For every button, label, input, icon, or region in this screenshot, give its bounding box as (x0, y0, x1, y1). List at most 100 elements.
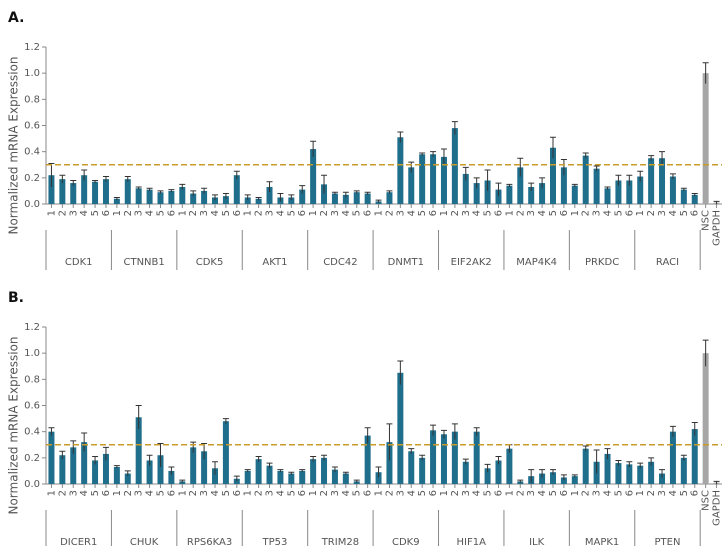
x-tick-label: 3 (461, 490, 472, 496)
error-bar (244, 469, 251, 473)
bar (124, 473, 131, 484)
x-tick-label: 6 (624, 210, 635, 216)
error-bar (484, 463, 491, 473)
bar (473, 183, 480, 204)
x-tick-label: 6 (166, 490, 177, 496)
x-tick-label: 1 (504, 210, 515, 216)
error-bar (342, 191, 349, 198)
error-bar (310, 140, 317, 157)
bar (550, 147, 556, 204)
bar (59, 179, 66, 204)
y-tick-label: 0.2 (24, 173, 40, 184)
bar (92, 181, 99, 204)
error-bar (517, 479, 524, 483)
error-bar (277, 469, 284, 473)
bar (299, 470, 306, 484)
y-tick-label: 0.4 (24, 427, 40, 438)
bar (266, 465, 273, 484)
x-tick-label: 5 (155, 210, 166, 216)
error-bar (659, 151, 666, 165)
error-bar (168, 189, 175, 193)
y-tick-label: 0.6 (24, 401, 40, 412)
error-bar (102, 176, 109, 182)
x-tick-label: 2 (515, 210, 526, 216)
x-tick-label: 4 (341, 210, 352, 216)
error-bar (244, 194, 251, 201)
error-bar (430, 151, 437, 157)
y-axis-label: Normalized mRNA Expression (7, 336, 21, 514)
group-label: CDK1 (65, 257, 93, 268)
x-tick-label: 2 (319, 490, 330, 496)
bar (702, 73, 709, 205)
x-tick-label: 6 (690, 210, 701, 216)
x-tick-label: 6 (690, 490, 701, 496)
error-bar (702, 62, 709, 84)
y-tick-label: 1.2 (24, 322, 40, 333)
group-label: DNMT1 (388, 257, 424, 268)
error-bar (375, 199, 382, 203)
x-tick-label: 1 (46, 490, 57, 496)
x-tick-label: 1 (504, 490, 515, 496)
x-tick-label: 5 (548, 210, 559, 216)
x-tick-label: 3 (657, 210, 668, 216)
bar (124, 179, 131, 204)
bar (615, 463, 622, 484)
x-tick-label: 1 (439, 210, 450, 216)
bar (648, 158, 655, 204)
x-tick-label: 1 (374, 210, 385, 216)
x-tick-label: 5 (417, 490, 428, 496)
bar (375, 472, 382, 484)
x-tick-label: 2 (450, 490, 461, 496)
error-bar (70, 179, 77, 186)
error-bar (48, 162, 55, 187)
bar (386, 442, 393, 484)
x-tick-label: 6 (297, 490, 308, 496)
x-tick-label: 3 (657, 490, 668, 496)
bar (637, 465, 644, 484)
bar (321, 457, 328, 484)
x-tick-label: 6 (493, 210, 504, 216)
x-tick-label: 4 (341, 490, 352, 496)
x-tick-label: 3 (526, 210, 537, 216)
bar (419, 154, 426, 204)
error-bar (648, 155, 655, 161)
x-tick-label: 2 (646, 490, 657, 496)
bar (102, 453, 109, 484)
x-tick-label: 3 (199, 490, 210, 496)
x-tick-label: 6 (232, 490, 243, 496)
x-tick-label: 5 (483, 490, 494, 496)
bar (517, 167, 524, 204)
x-tick-label: 5 (90, 210, 101, 216)
bar (321, 184, 328, 204)
x-tick-label: 4 (668, 210, 679, 216)
bar (255, 459, 262, 484)
bar (659, 473, 666, 484)
x-tick-label: 2 (123, 210, 134, 216)
bar (397, 372, 404, 484)
error-bar (342, 471, 349, 475)
group-label: TP53 (262, 537, 288, 546)
error-bar (255, 456, 262, 462)
x-tick-label: 6 (559, 210, 570, 216)
bar (691, 194, 698, 204)
error-bar (288, 471, 295, 475)
error-bar (321, 174, 328, 194)
error-bar (419, 152, 426, 156)
group-label: DICER1 (60, 537, 97, 546)
error-bar (157, 442, 164, 467)
x-tick-label: 2 (319, 210, 330, 216)
y-tick-label: 0.8 (24, 374, 40, 385)
bar (288, 197, 295, 204)
x-tick-label: 4 (275, 210, 286, 216)
x-tick-label: 2 (57, 490, 68, 496)
bar (135, 417, 142, 484)
error-bar (222, 193, 229, 199)
error-bar (81, 169, 88, 181)
bar (495, 460, 502, 484)
error-bar (560, 474, 567, 481)
bar (288, 473, 295, 484)
x-tick-label: 5 (221, 490, 232, 496)
bar (157, 455, 164, 484)
error-bar (506, 183, 513, 187)
x-tick-label: 4 (79, 210, 90, 216)
